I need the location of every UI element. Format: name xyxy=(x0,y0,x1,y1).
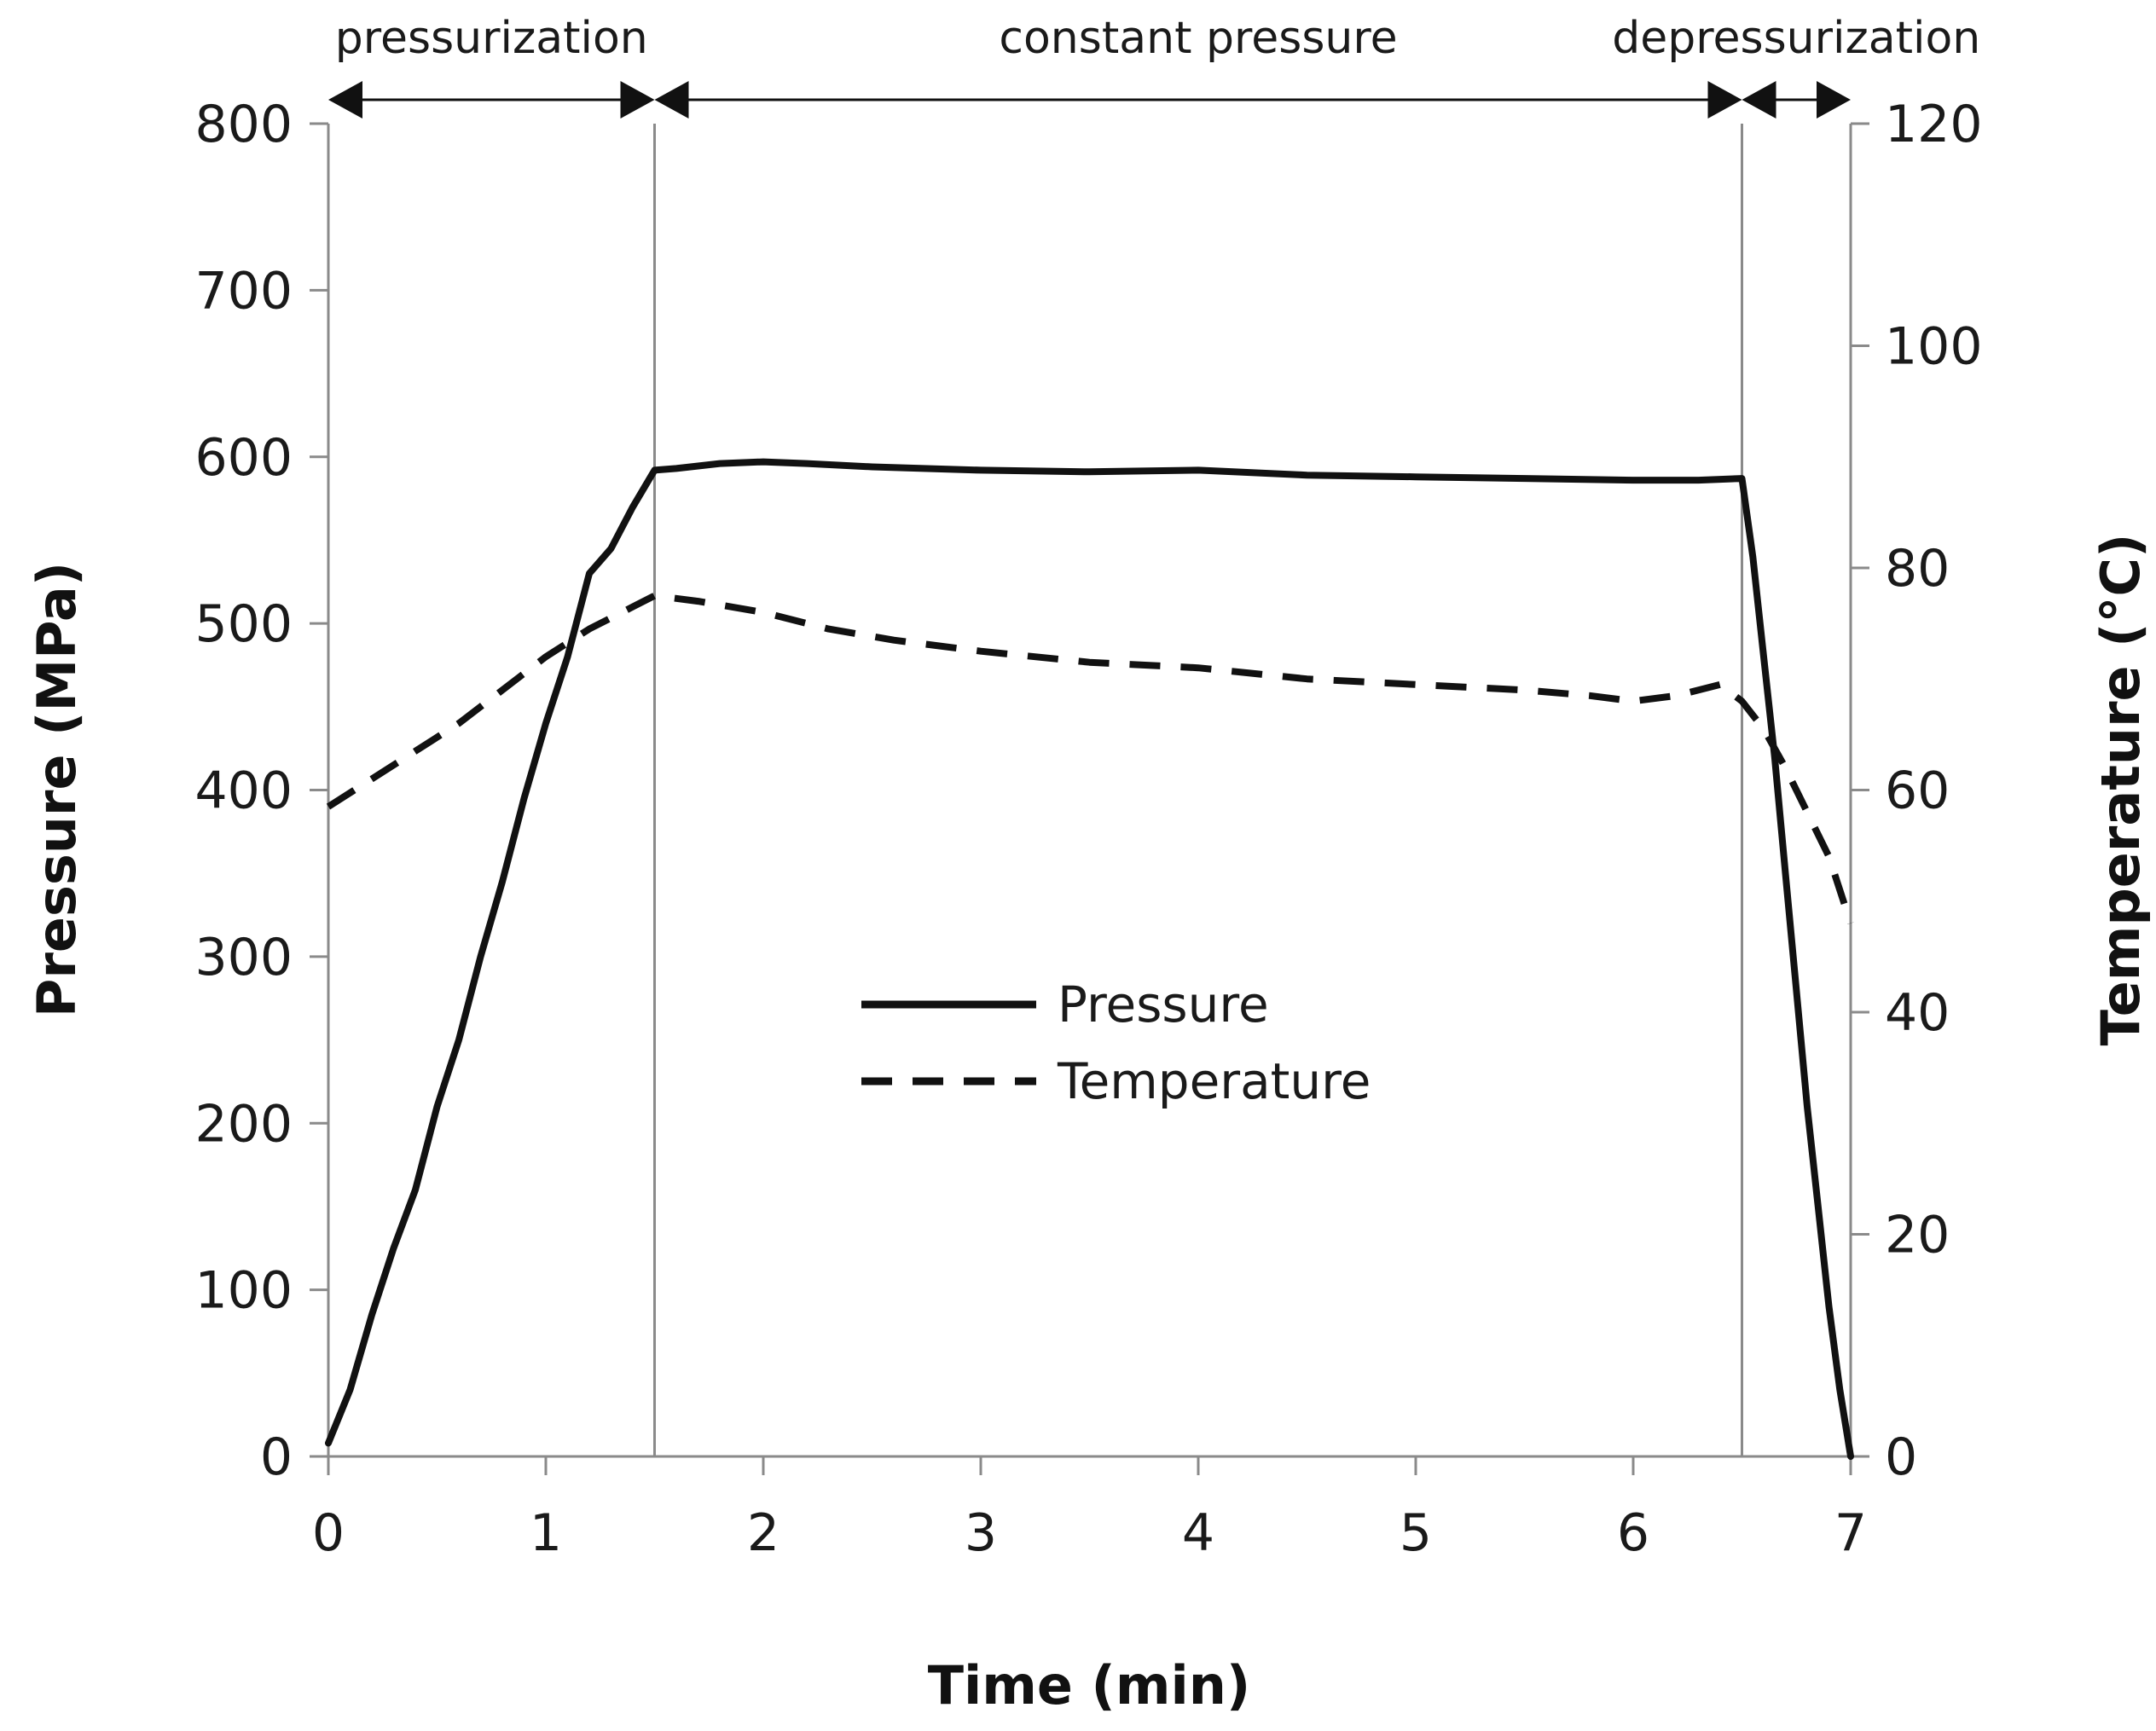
legend: Pressure Temperature xyxy=(861,975,1371,1110)
x-tick-label: 6 xyxy=(1617,1503,1649,1563)
y-tick-label: 600 xyxy=(194,428,293,488)
y-tick-label: 0 xyxy=(260,1427,293,1487)
y-tick-label: 400 xyxy=(194,761,293,821)
x-axis-title: Time (min) xyxy=(928,1654,1250,1717)
phase-boundary-lines xyxy=(653,124,1743,1456)
legend-label-pressure: Pressure xyxy=(1058,975,1269,1033)
phase-arrowhead-right-pressurization xyxy=(620,81,655,119)
x-tick-label: 2 xyxy=(747,1503,780,1563)
series-layer xyxy=(325,458,1854,1460)
x-tick-label: 5 xyxy=(1400,1503,1432,1563)
y-tick-label: 800 xyxy=(194,95,293,154)
phase-arrowhead-left-pressurization xyxy=(328,81,362,119)
series-line-pressure xyxy=(325,458,1854,1460)
y-tick-label: 100 xyxy=(194,1261,293,1321)
legend-label-temperature: Temperature xyxy=(1057,1052,1371,1110)
phase-arrowhead-left-depressurization xyxy=(1742,81,1776,119)
y2-tick-label: 40 xyxy=(1885,983,1950,1043)
x-tick-label: 0 xyxy=(312,1503,345,1563)
x-tick-label: 4 xyxy=(1182,1503,1214,1563)
y-tick-label: 700 xyxy=(194,261,293,321)
phase-arrowhead-right-constant-pressure xyxy=(1707,81,1742,119)
phase-label-pressurization: pressurization xyxy=(335,13,648,64)
y2-tick-label: 60 xyxy=(1885,761,1950,821)
phase-label-constant-pressure: constant pressure xyxy=(999,13,1397,64)
y2-tick-label: 20 xyxy=(1885,1206,1950,1265)
y2-tick-label: 120 xyxy=(1885,95,1983,154)
phase-arrowhead-right-depressurization xyxy=(1817,81,1851,119)
y-tick-label: 300 xyxy=(194,928,293,987)
y2-tick-label: 80 xyxy=(1885,539,1950,599)
y2-tick-label: 0 xyxy=(1885,1427,1917,1487)
x-tick-label: 3 xyxy=(965,1503,997,1563)
axes xyxy=(327,124,1852,1458)
y2-axis-title: Temperature (°C) xyxy=(2089,534,2152,1046)
phase-annotations: pressurization constant pressure depressur… xyxy=(328,13,1980,119)
ticks: 0 1 2 3 4 5 6 701002003004005006007008000204060… xyxy=(194,95,1982,1563)
phase-label-depressurization: depressurization xyxy=(1612,13,1980,64)
y-tick-label: 200 xyxy=(194,1094,293,1154)
y-tick-label: 500 xyxy=(194,594,293,654)
x-tick-label: 1 xyxy=(530,1503,562,1563)
x-tick-label: 7 xyxy=(1834,1503,1867,1563)
phase-arrowhead-left-constant-pressure xyxy=(654,81,689,119)
series-line-temperature xyxy=(326,592,1854,925)
y2-tick-label: 100 xyxy=(1885,317,1983,377)
y-axis-title: Pressure (MPa) xyxy=(26,562,88,1017)
